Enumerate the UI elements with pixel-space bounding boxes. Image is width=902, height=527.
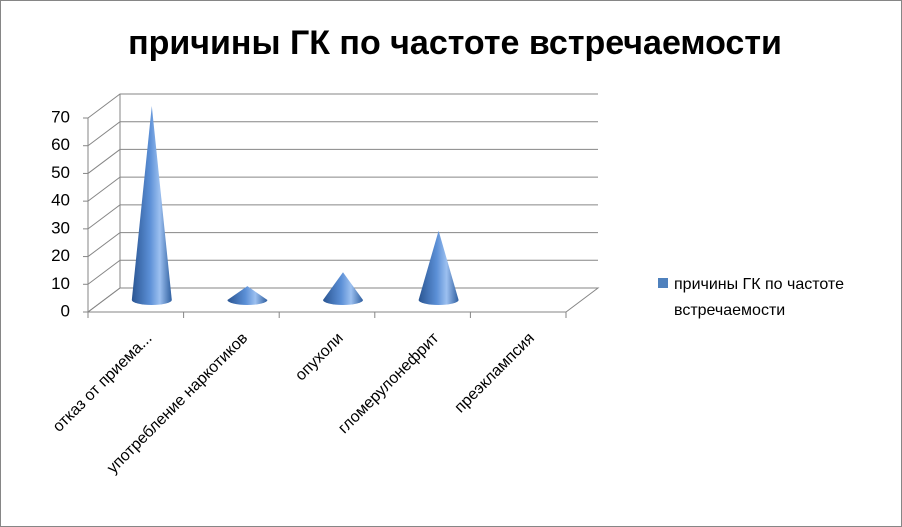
- cone: [227, 286, 268, 305]
- y-tick-label: 40: [51, 191, 70, 210]
- cone: [323, 272, 363, 305]
- y-tick-label: 20: [51, 246, 70, 265]
- y-tick-label: 0: [61, 301, 70, 320]
- grid-line: [87, 176, 598, 202]
- y-tick-label: 50: [51, 163, 70, 182]
- grid-line: [87, 148, 598, 174]
- legend-label: причины ГК по частоте встречаемости: [674, 276, 844, 319]
- y-tick-label: 60: [51, 135, 70, 154]
- grid-line: [87, 204, 598, 230]
- legend-swatch: [658, 278, 668, 288]
- grid-line: [87, 93, 598, 119]
- y-tick-label: 70: [51, 107, 70, 126]
- y-tick-label: 30: [51, 218, 70, 237]
- y-tick-label: 10: [51, 274, 70, 293]
- cone: [418, 230, 459, 305]
- cone: [131, 106, 172, 305]
- chart-title: причины ГК по частоте встречаемости: [128, 24, 782, 62]
- grid-line: [87, 121, 598, 147]
